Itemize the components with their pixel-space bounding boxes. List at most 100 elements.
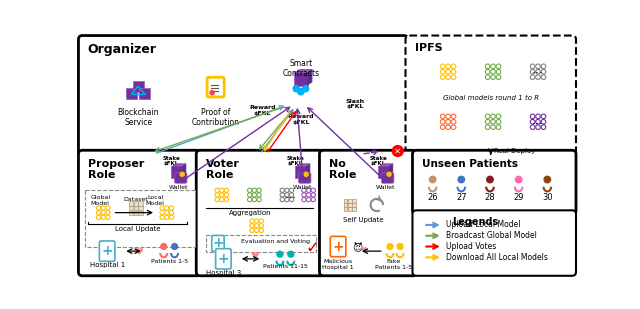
Bar [352, 207, 356, 211]
Text: Malicious
Hospital 1: Malicious Hospital 1 [323, 259, 354, 270]
Text: Legends: Legends [452, 217, 499, 227]
FancyBboxPatch shape [126, 88, 137, 99]
Text: Slash
$FKL: Slash $FKL [346, 99, 365, 109]
Circle shape [429, 176, 436, 183]
FancyBboxPatch shape [406, 36, 576, 155]
Text: ♥: ♥ [250, 251, 259, 261]
Circle shape [298, 89, 304, 95]
Bar [352, 199, 356, 203]
FancyBboxPatch shape [205, 235, 316, 252]
Bar [344, 203, 348, 207]
Text: Real Deploy: Real Deploy [494, 148, 535, 154]
FancyBboxPatch shape [412, 210, 576, 276]
FancyBboxPatch shape [175, 173, 187, 183]
Circle shape [288, 251, 294, 257]
Text: Broadcast Global Model: Broadcast Global Model [446, 231, 537, 240]
Text: +: + [218, 252, 229, 266]
Text: Hospital 3: Hospital 3 [205, 270, 241, 276]
Text: Local Update: Local Update [115, 226, 160, 232]
Text: Aggregation: Aggregation [229, 210, 272, 216]
Circle shape [210, 91, 214, 95]
Bar [352, 203, 356, 207]
Text: Self Update: Self Update [342, 217, 383, 223]
Text: Dataset: Dataset [124, 197, 148, 202]
Polygon shape [294, 70, 312, 73]
Text: ✓: ✓ [305, 239, 319, 257]
Bar [348, 207, 351, 211]
Text: +♥: +♥ [355, 247, 367, 252]
Text: Hospital 1: Hospital 1 [90, 262, 125, 268]
FancyBboxPatch shape [298, 173, 311, 183]
FancyBboxPatch shape [132, 81, 143, 92]
Text: Smart
Contracts: Smart Contracts [282, 59, 319, 78]
Text: Upload Votes: Upload Votes [446, 242, 496, 251]
Bar [134, 201, 138, 205]
Bar [348, 203, 351, 207]
FancyBboxPatch shape [212, 235, 224, 252]
Text: 29: 29 [513, 193, 524, 201]
Polygon shape [172, 164, 186, 167]
Text: Blockchain
Service: Blockchain Service [117, 108, 159, 127]
FancyBboxPatch shape [99, 241, 115, 261]
Circle shape [387, 172, 391, 176]
Circle shape [397, 243, 403, 249]
Circle shape [172, 243, 177, 249]
Text: Patients 1-5: Patients 1-5 [150, 259, 188, 264]
Bar [344, 207, 348, 211]
Text: Fake
Patients 1-5: Fake Patients 1-5 [375, 259, 412, 270]
Circle shape [544, 176, 550, 183]
Text: Patients 11-15: Patients 11-15 [263, 264, 308, 269]
Text: Stake
$FKL: Stake $FKL [369, 156, 387, 167]
Circle shape [303, 86, 308, 92]
FancyBboxPatch shape [84, 189, 195, 247]
Text: Upload Local Model: Upload Local Model [446, 220, 520, 230]
Bar [138, 201, 143, 205]
Bar [348, 199, 351, 203]
FancyBboxPatch shape [79, 36, 408, 155]
Circle shape [487, 176, 493, 183]
Text: Wallet: Wallet [376, 185, 395, 190]
Circle shape [304, 172, 308, 176]
Circle shape [515, 176, 522, 183]
Circle shape [392, 146, 403, 156]
FancyBboxPatch shape [196, 150, 324, 276]
FancyBboxPatch shape [171, 166, 182, 178]
Text: Unseen Patients: Unseen Patients [422, 159, 518, 169]
Bar [129, 210, 133, 215]
Text: ♥: ♥ [134, 247, 143, 257]
Text: 28: 28 [484, 193, 495, 201]
Text: No
Role: No Role [329, 159, 356, 180]
Bar [344, 199, 348, 203]
Text: 😈: 😈 [353, 243, 362, 253]
Text: 30: 30 [542, 193, 552, 201]
Text: Reward
$FKL: Reward $FKL [287, 114, 314, 125]
Text: +: + [212, 236, 224, 250]
FancyBboxPatch shape [294, 73, 308, 86]
Bar [129, 206, 133, 210]
Circle shape [387, 243, 393, 249]
Text: Wallet: Wallet [292, 185, 312, 190]
Polygon shape [296, 164, 310, 167]
FancyBboxPatch shape [319, 150, 417, 276]
FancyBboxPatch shape [412, 150, 576, 214]
Text: Local
Model: Local Model [146, 195, 164, 206]
Circle shape [180, 172, 184, 176]
Circle shape [161, 243, 166, 249]
FancyBboxPatch shape [207, 77, 224, 97]
Bar [134, 206, 138, 210]
Circle shape [458, 176, 465, 183]
FancyBboxPatch shape [330, 236, 346, 257]
Bar [138, 210, 143, 215]
Text: +: + [332, 239, 344, 253]
Text: ...: ... [531, 114, 543, 127]
FancyBboxPatch shape [216, 249, 231, 269]
Bar [129, 201, 133, 205]
Text: +: + [101, 244, 113, 258]
Bar [138, 206, 143, 210]
Text: Stake
$FKL: Stake $FKL [287, 156, 305, 167]
Text: Stake
$FKL: Stake $FKL [163, 156, 180, 167]
Polygon shape [306, 164, 310, 177]
Bar [134, 210, 138, 215]
Text: Evaluation and Voting: Evaluation and Voting [241, 239, 310, 244]
FancyBboxPatch shape [295, 166, 307, 178]
